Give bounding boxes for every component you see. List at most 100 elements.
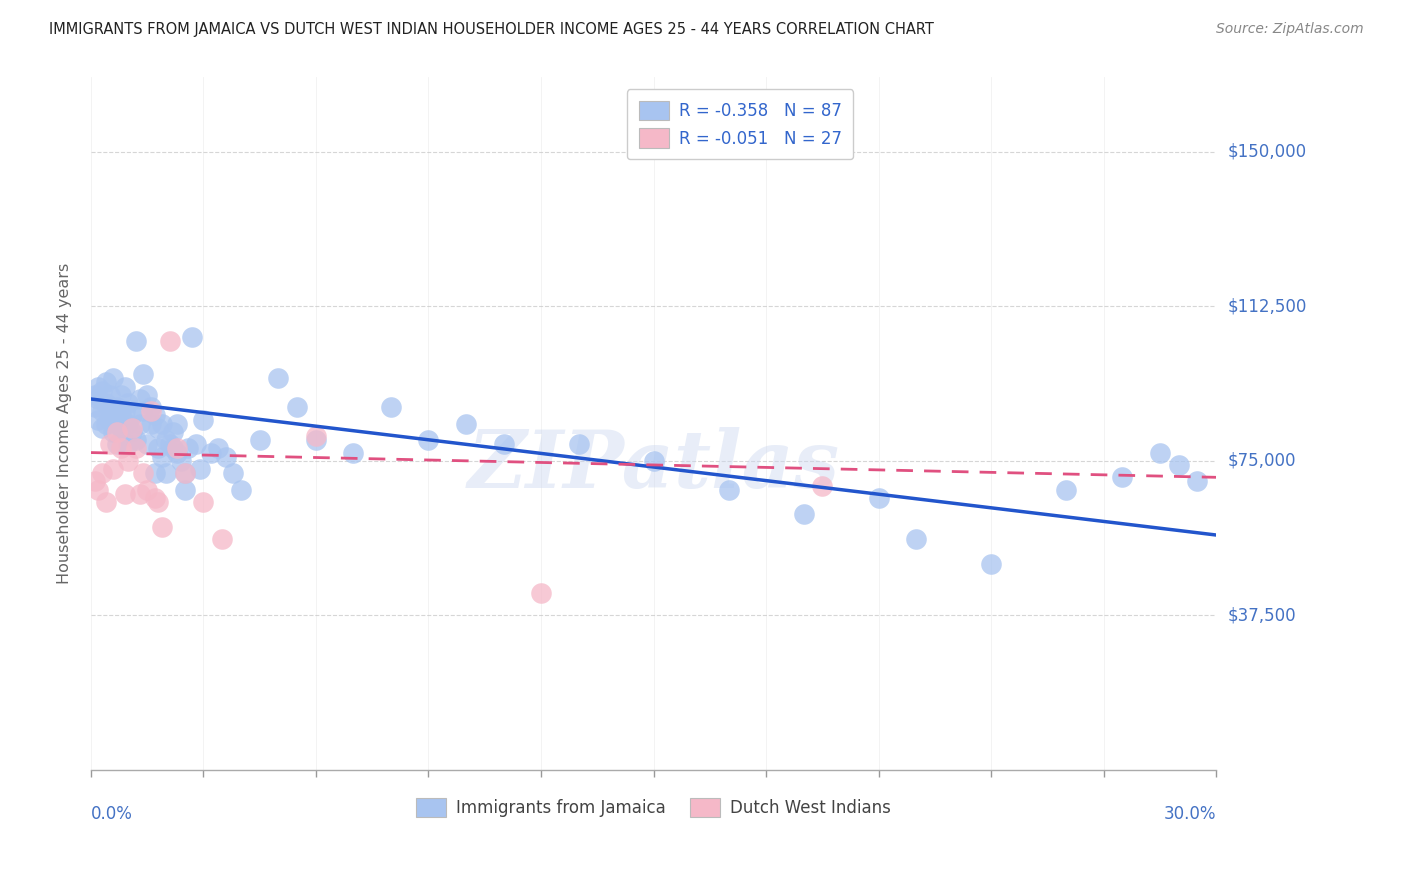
Point (305, 429, 328, 443)
Point (162, 425, 184, 439)
Point (94, 376, 117, 390)
Point (143, 491, 166, 505)
Point (128, 417, 150, 431)
Point (222, 466, 245, 480)
Point (114, 379, 136, 393)
Point (150, 417, 173, 431)
Point (98, 388, 121, 402)
Point (173, 466, 195, 480)
Point (155, 434, 177, 448)
Point (155, 466, 177, 480)
Point (91, 384, 114, 398)
Point (181, 330, 204, 344)
Point (173, 483, 195, 497)
Point (132, 368, 155, 382)
Point (207, 442, 229, 456)
Point (177, 442, 200, 456)
Point (105, 401, 128, 415)
Point (229, 483, 252, 497)
Point (215, 450, 238, 464)
Point (121, 409, 143, 423)
Point (136, 437, 159, 451)
Point (94, 417, 117, 431)
Point (132, 404, 155, 418)
Point (184, 437, 207, 451)
Point (83, 475, 105, 489)
Point (162, 442, 184, 456)
Point (1167, 458, 1189, 472)
Point (980, 557, 1002, 571)
Point (121, 421, 143, 435)
Text: Source: ZipAtlas.com: Source: ZipAtlas.com (1216, 22, 1364, 37)
Point (117, 454, 139, 468)
Point (87, 379, 110, 393)
Point (492, 437, 515, 451)
Point (110, 421, 132, 435)
Point (143, 409, 166, 423)
Point (94, 396, 117, 410)
Point (91, 404, 114, 418)
Point (105, 425, 128, 439)
Point (103, 371, 125, 385)
Point (454, 417, 477, 431)
Point (166, 445, 188, 459)
Point (105, 437, 128, 451)
Point (136, 483, 159, 497)
Text: $150,000: $150,000 (1227, 143, 1306, 161)
Point (148, 421, 170, 435)
Point (114, 404, 136, 418)
Point (103, 462, 125, 476)
Point (110, 409, 132, 423)
Text: IMMIGRANTS FROM JAMAICA VS DUTCH WEST INDIAN HOUSEHOLDER INCOME AGES 25 - 44 YEA: IMMIGRANTS FROM JAMAICA VS DUTCH WEST IN… (49, 22, 934, 37)
Legend: Immigrants from Jamaica, Dutch West Indians: Immigrants from Jamaica, Dutch West Indi… (409, 791, 898, 824)
Point (148, 442, 170, 456)
Point (530, 586, 553, 600)
Point (159, 334, 181, 349)
Point (139, 417, 162, 431)
Point (717, 483, 740, 497)
Point (150, 520, 173, 534)
Point (121, 425, 143, 439)
Point (143, 466, 166, 480)
Point (139, 401, 162, 415)
Point (166, 442, 188, 456)
Point (87, 412, 110, 426)
Point (793, 508, 815, 522)
Point (83, 401, 105, 415)
Text: ZIPatlas: ZIPatlas (467, 426, 839, 504)
Point (125, 442, 148, 456)
Point (150, 450, 173, 464)
Point (132, 466, 155, 480)
Point (249, 434, 271, 448)
Point (905, 532, 928, 546)
Point (117, 417, 139, 431)
Point (193, 412, 215, 426)
Point (342, 445, 364, 459)
Point (91, 421, 114, 435)
Point (103, 425, 125, 439)
Point (105, 417, 128, 431)
Point (170, 454, 193, 468)
Text: $112,500: $112,500 (1227, 297, 1306, 315)
Text: $37,500: $37,500 (1227, 607, 1296, 624)
Point (567, 437, 589, 451)
Point (380, 401, 402, 415)
Point (110, 388, 132, 402)
Point (811, 478, 834, 492)
Point (83, 388, 105, 402)
Point (125, 434, 148, 448)
Point (148, 495, 170, 509)
Point (173, 466, 195, 480)
Y-axis label: Householder Income Ages 25 - 44 years: Householder Income Ages 25 - 44 years (58, 263, 72, 584)
Point (128, 392, 150, 406)
Point (1187, 475, 1209, 489)
Point (98, 412, 121, 426)
Point (200, 445, 222, 459)
Point (418, 434, 440, 448)
Point (94, 495, 117, 509)
Point (267, 371, 290, 385)
Point (103, 409, 125, 423)
Point (125, 334, 148, 349)
Point (1111, 470, 1133, 484)
Point (166, 417, 188, 431)
